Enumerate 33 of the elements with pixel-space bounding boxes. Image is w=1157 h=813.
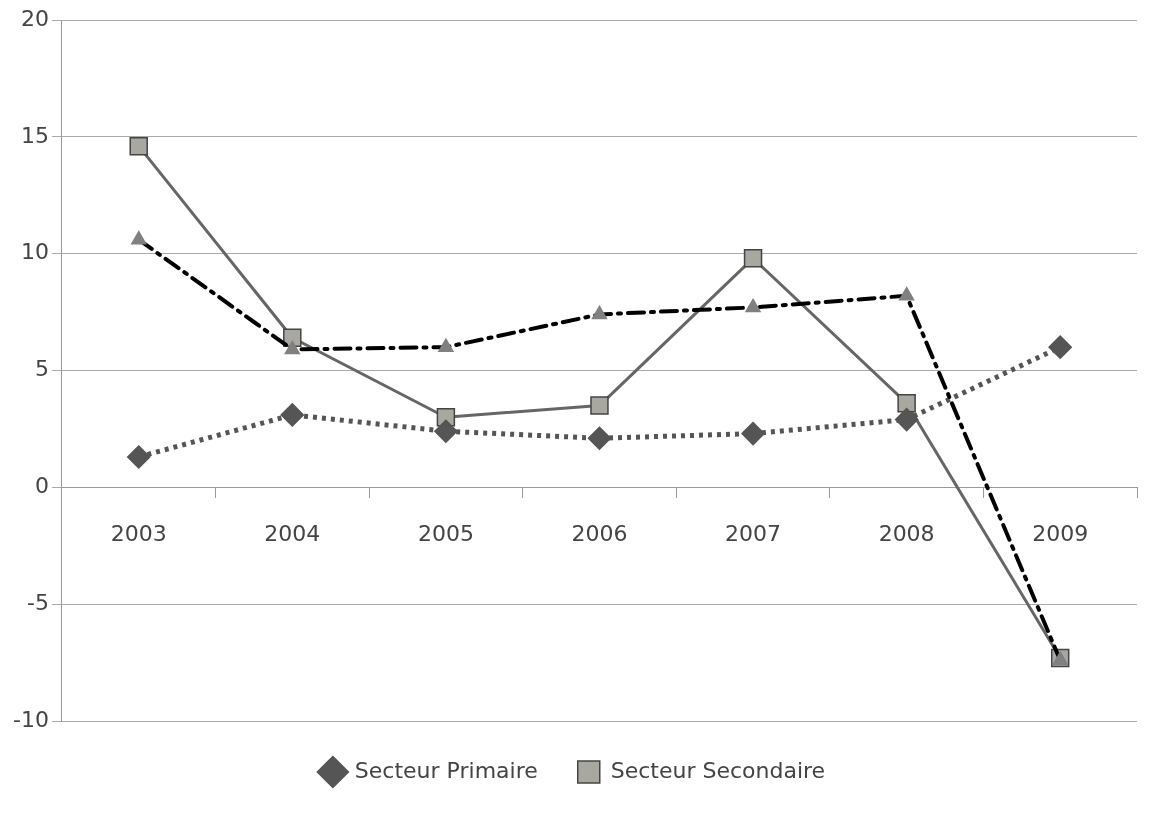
legend-label: Secteur Primaire: [354, 757, 538, 783]
point: [1048, 335, 1072, 359]
y-tick-label: 20: [20, 5, 49, 31]
x-tick-label: 2009: [1032, 521, 1089, 547]
y-tick-label: 0: [34, 473, 49, 499]
point: [590, 396, 609, 415]
point: [438, 338, 454, 352]
point: [131, 230, 147, 245]
point: [587, 426, 612, 451]
y-tick-label: -5: [27, 589, 49, 615]
point: [280, 403, 305, 427]
point: [129, 136, 148, 156]
x-tick-label: 2006: [571, 521, 628, 547]
point: [126, 445, 151, 469]
y-tick-label: 15: [20, 122, 49, 148]
x-tick-label: 2003: [110, 521, 167, 547]
x-tick-label: 2007: [725, 521, 782, 547]
legend-label: Secteur Secondaire: [610, 757, 826, 783]
x-tick-label: 2004: [264, 521, 321, 547]
x-tick-label: 2005: [417, 521, 474, 547]
point: [743, 249, 763, 268]
y-tick-label: 10: [20, 239, 49, 265]
x-tick-label: 2008: [878, 521, 935, 547]
point: [591, 305, 608, 320]
y-tick-label: -10: [13, 706, 49, 732]
point: [741, 421, 765, 446]
y-tick-label: 5: [34, 356, 49, 382]
point: [897, 393, 916, 413]
point: [434, 419, 458, 443]
point: [898, 286, 915, 301]
point: [894, 407, 919, 432]
point: [745, 298, 761, 313]
point: [284, 340, 300, 355]
